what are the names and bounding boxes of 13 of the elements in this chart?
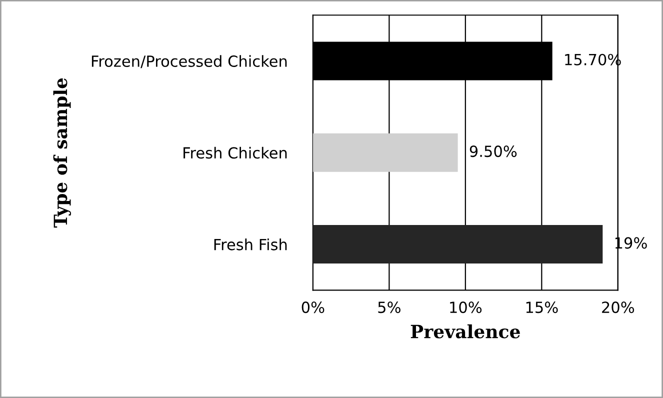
x-tick-label: 0% [302, 302, 324, 314]
x-tick-label: 5% [378, 302, 400, 314]
x-axis-title: Prevalence [410, 324, 520, 338]
bar [312, 225, 603, 264]
data-label: 9.50% [470, 146, 517, 158]
x-tick-label: 10% [450, 302, 482, 314]
y-tick-label: Fresh Chicken [184, 146, 287, 159]
x-tick-label: 15% [526, 302, 558, 314]
y-tick-label: Frozen/Processed Chicken [92, 55, 287, 68]
y-tick-label: Fresh Fish [214, 238, 287, 250]
y-axis-title: Type of sample [53, 78, 72, 228]
x-tick-label: 20% [602, 302, 634, 314]
bar [312, 133, 458, 172]
